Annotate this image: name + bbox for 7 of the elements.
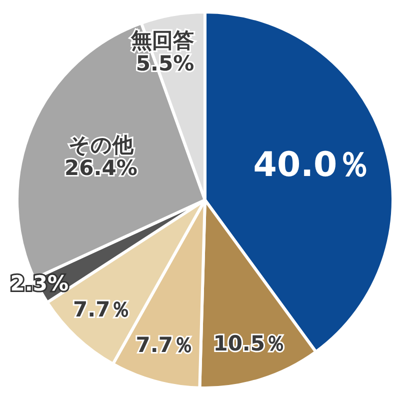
data-label: 26.4% bbox=[64, 156, 138, 180]
data-label: 40.0％ bbox=[253, 145, 372, 186]
data-label: 7.7％ bbox=[136, 332, 194, 357]
data-label: 7.7％ bbox=[73, 298, 132, 322]
slice-label: その他 bbox=[68, 132, 134, 157]
data-label: 5.5% bbox=[136, 51, 194, 76]
data-label: 10.5％ bbox=[213, 332, 286, 356]
